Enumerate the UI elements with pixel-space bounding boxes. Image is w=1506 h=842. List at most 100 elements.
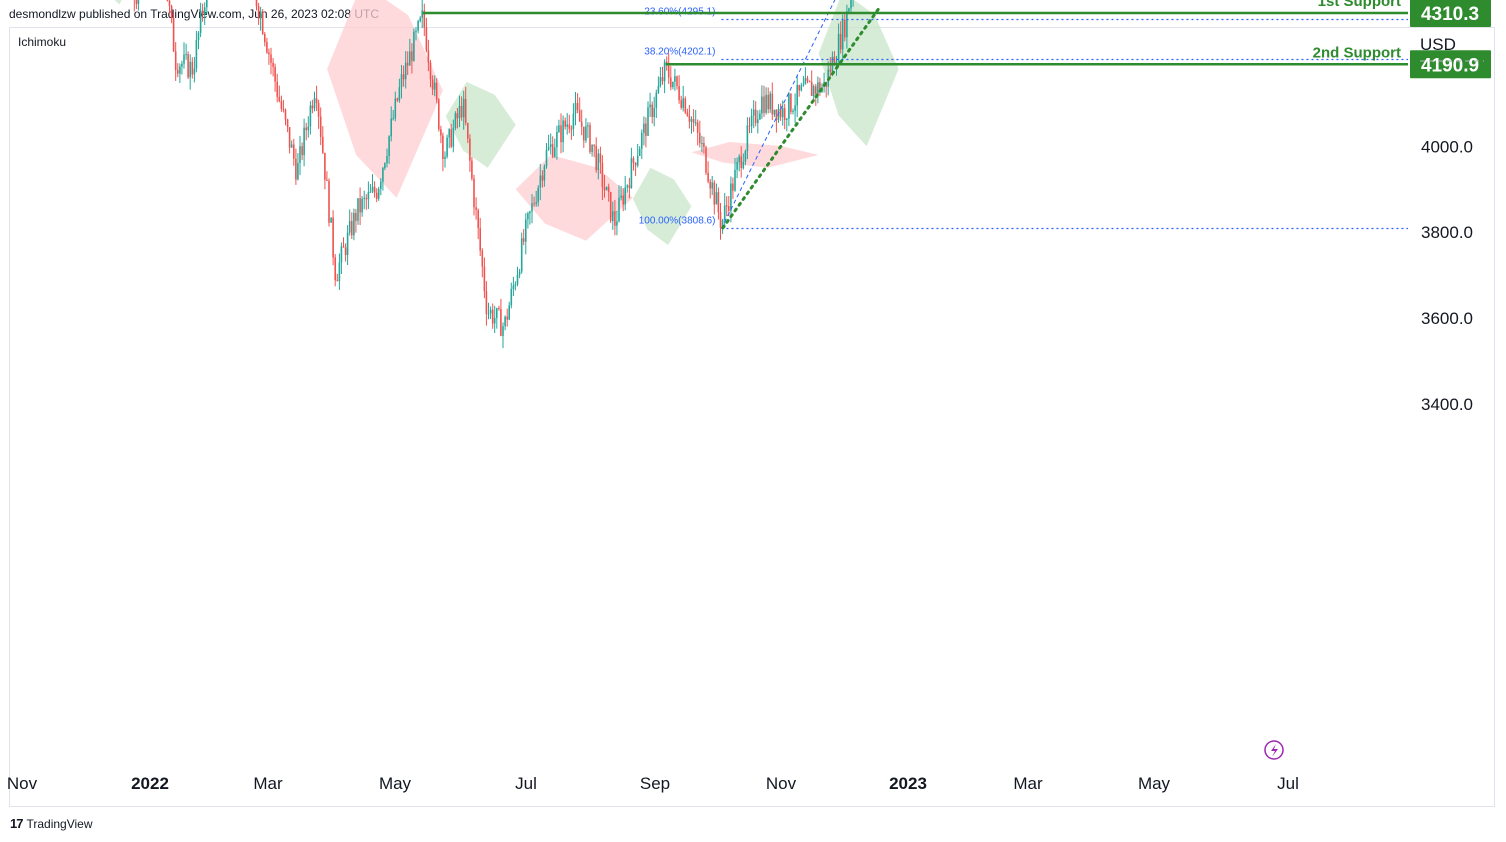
candle-body	[425, 27, 428, 51]
candle-body	[549, 144, 552, 147]
candle-body	[732, 183, 734, 191]
candle-body	[195, 40, 198, 69]
price-tag	[1410, 0, 1491, 27]
footer-brand: TradingView	[26, 816, 93, 831]
x-tick-label: Nov	[7, 774, 38, 793]
candle-body	[661, 77, 664, 82]
candle-body	[769, 93, 771, 110]
candle-body	[330, 217, 332, 223]
candle-body	[293, 144, 295, 159]
candle-body	[792, 110, 794, 112]
candle-body	[752, 109, 755, 116]
fib-anchor-line	[720, 0, 836, 229]
candle-body	[655, 92, 658, 108]
candle-body	[483, 266, 486, 292]
candle-body	[396, 98, 399, 101]
candle-body	[728, 206, 730, 211]
candle-body	[738, 156, 740, 162]
candle-body	[841, 19, 844, 50]
candle-body	[489, 309, 492, 314]
candle-body	[365, 197, 368, 200]
candle-body	[537, 187, 539, 203]
candle-body	[435, 82, 438, 100]
level-name: 2nd Support	[1313, 44, 1401, 61]
candle-body	[419, 17, 421, 22]
candle-body	[796, 85, 798, 106]
candle-body	[295, 158, 297, 180]
candle-body	[659, 77, 662, 86]
y-tick-label: 3400.0	[1421, 395, 1473, 414]
candle-body	[185, 54, 187, 56]
candle-body	[647, 107, 649, 136]
candle-body	[525, 219, 527, 242]
candle-body	[560, 125, 562, 143]
level-name: 1st Support	[1318, 0, 1401, 10]
candle-body	[274, 66, 276, 82]
candle-body	[531, 203, 533, 212]
candle-body	[641, 132, 643, 149]
candle-body	[694, 122, 697, 124]
candle-body	[570, 128, 573, 130]
indicator-label[interactable]: Ichimoku	[18, 35, 67, 49]
candle-body	[170, 6, 173, 18]
candle-body	[599, 153, 602, 163]
candle-body	[568, 124, 571, 129]
candle-body	[382, 168, 384, 182]
candle-body	[438, 99, 440, 130]
candle-body	[754, 109, 757, 123]
candle-body	[498, 308, 500, 310]
candle-body	[616, 221, 618, 226]
candle-body	[788, 93, 790, 119]
candle-body	[406, 62, 409, 66]
candle-body	[355, 213, 357, 221]
candle-body	[736, 162, 738, 170]
candle-body	[270, 54, 272, 63]
lightning-icon[interactable]	[1264, 740, 1284, 760]
candle-body	[197, 32, 200, 40]
candle-body	[551, 144, 554, 157]
candle-body	[278, 96, 281, 102]
candle-body	[630, 158, 633, 188]
candle-body	[839, 33, 842, 50]
candle-body	[786, 118, 788, 120]
candle-body	[612, 211, 614, 221]
currency-label[interactable]: USD	[1420, 35, 1456, 54]
candle-body	[429, 62, 432, 80]
candle-body	[137, 0, 140, 5]
candle-body	[817, 82, 819, 94]
candle-body	[305, 127, 307, 131]
candle-body	[746, 125, 749, 152]
candle-body	[527, 213, 529, 220]
candle-body	[282, 108, 285, 110]
candle-body	[638, 148, 641, 156]
candle-body	[179, 66, 181, 74]
fib-level-label: 38.20%(4202.1)	[644, 46, 715, 57]
candle-body	[375, 192, 378, 199]
candle-body	[678, 86, 680, 101]
candle-body	[583, 126, 585, 141]
candle-body	[334, 257, 336, 281]
candle-body	[626, 185, 629, 188]
candle-body	[206, 0, 208, 8]
candle-body	[433, 82, 436, 90]
candle-body	[744, 151, 747, 162]
candle-body	[670, 77, 672, 88]
candle-body	[473, 178, 475, 208]
candle-body	[467, 123, 469, 139]
candle-body	[846, 11, 848, 38]
tradingview-logo-icon: 17	[10, 816, 24, 831]
candle-body	[645, 123, 647, 136]
candle-body	[363, 197, 365, 199]
candle-body	[201, 10, 204, 15]
candle-body	[765, 94, 767, 113]
candle-body	[761, 96, 763, 114]
tradingview-footer[interactable]: 17 TradingView	[10, 816, 93, 831]
x-tick-label: 2023	[889, 774, 927, 793]
candle-body	[456, 113, 459, 119]
candle-body	[574, 103, 577, 114]
candle-body	[541, 175, 544, 181]
candle-body	[609, 192, 612, 221]
candle-body	[166, 0, 169, 1]
candle-body	[284, 109, 287, 120]
